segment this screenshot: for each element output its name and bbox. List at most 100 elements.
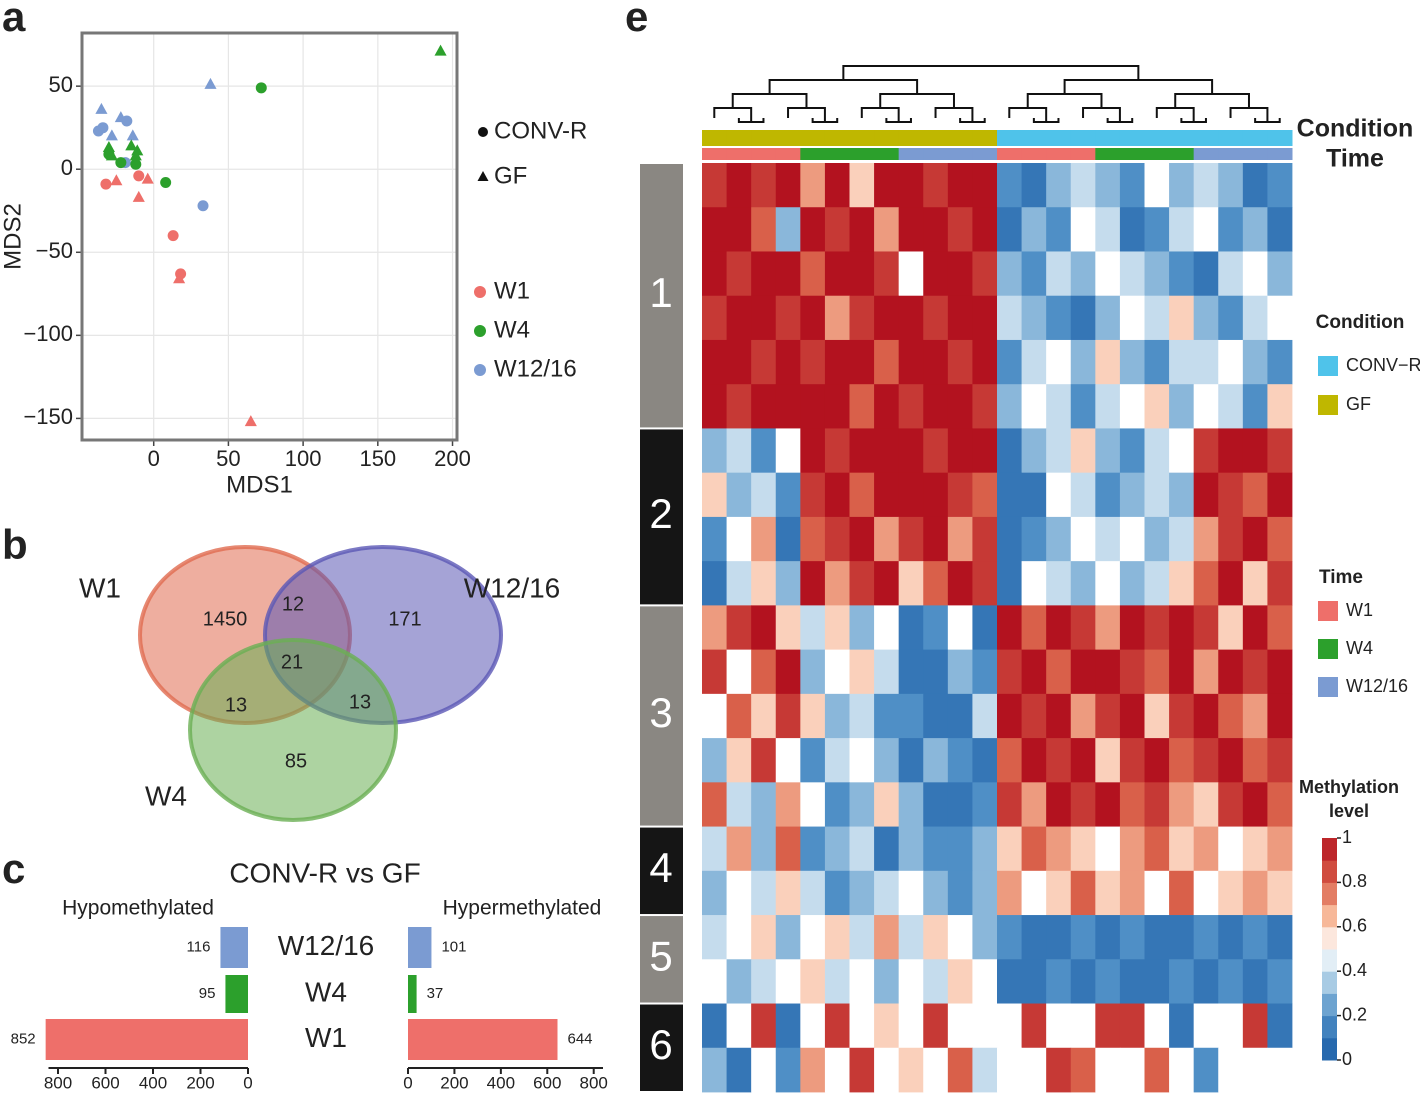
colorbar-tick-label: 1: [1342, 827, 1352, 847]
time-annotation: [1242, 148, 1268, 160]
heatmap-cell: [1193, 251, 1219, 297]
y-tick-label: 50: [49, 72, 73, 97]
x-tick-label: 200: [434, 446, 471, 471]
heatmap-cell: [726, 251, 752, 297]
time-annotation: [726, 148, 752, 160]
heatmap-cell: [1095, 870, 1121, 916]
heatmap-cell: [1169, 472, 1195, 518]
heatmap-cell: [1095, 384, 1121, 429]
heatmap-cell: [1046, 207, 1072, 252]
heatmap-cell: [923, 251, 949, 297]
heatmap-cell: [874, 870, 900, 916]
condition-annotation: [997, 130, 1023, 146]
heatmap-cell: [1218, 959, 1244, 1004]
heatmap-cell: [1144, 1047, 1170, 1093]
heatmap-cell: [898, 251, 924, 297]
time-annotation: [1218, 148, 1244, 160]
x-tick-label: 0: [243, 1073, 252, 1092]
heatmap-cell: [1267, 516, 1293, 562]
heatmap-cell: [972, 915, 998, 960]
heatmap-cell: [1070, 295, 1096, 341]
heatmap-cell: [874, 693, 900, 739]
condition-annotation: [1169, 130, 1195, 146]
heatmap-cell: [1046, 1003, 1072, 1049]
heatmap-cell: [800, 1047, 826, 1093]
heatmap-cell: [1242, 516, 1268, 562]
heatmap-cell: [726, 207, 752, 252]
heatmap-cell: [849, 915, 875, 960]
heatmap-cell: [824, 251, 850, 297]
heatmap-cell: [898, 782, 924, 827]
x-tick-label: 400: [487, 1073, 515, 1092]
heatmap-cell: [849, 870, 875, 916]
heatmap-cell: [898, 561, 924, 606]
heatmap-cell: [824, 516, 850, 562]
heatmap-cell: [751, 870, 777, 916]
heatmap-cell: [898, 915, 924, 960]
heatmap-cell: [898, 826, 924, 872]
value-label: 644: [568, 1030, 593, 1047]
heatmap-cell: [849, 1047, 875, 1093]
y-tick-label: −150: [23, 404, 73, 429]
heatmap-cell: [1242, 251, 1268, 297]
circle-point: [197, 200, 209, 212]
cluster-bar: [640, 916, 683, 1003]
triangle-point: [125, 139, 138, 151]
heatmap-cell: [898, 472, 924, 518]
heatmap-cell: [898, 605, 924, 651]
heatmap-cell: [947, 649, 973, 695]
heatmap-cell: [874, 516, 900, 562]
value-label: 116: [187, 938, 211, 955]
heatmap-cell: [947, 959, 973, 1004]
region-count: 12: [282, 593, 304, 615]
heatmap-cell: [1070, 339, 1096, 385]
heatmap-cell: [726, 782, 752, 827]
heatmap-cell: [849, 516, 875, 562]
heatmap-cell: [972, 163, 998, 208]
heatmap-cell: [775, 649, 801, 695]
heatmap-cell: [702, 339, 727, 385]
circle-point: [100, 178, 112, 190]
heatmap-cell: [751, 738, 777, 783]
heatmap-cell: [923, 428, 949, 474]
heatmap-cell: [1070, 605, 1096, 651]
heatmap-cell: [1046, 295, 1072, 341]
heatmap-cell: [726, 516, 752, 562]
heatmap-cell: [1242, 295, 1268, 341]
heatmap-cell: [997, 384, 1022, 429]
heatmap-cell: [1218, 605, 1244, 651]
heatmap-cell: [972, 472, 998, 518]
heatmap-cell: [1119, 207, 1145, 252]
heatmap-cell: [702, 251, 727, 297]
colorbar-step: [1322, 926, 1337, 950]
heatmap-cell: [775, 472, 801, 518]
heatmap-cell: [1070, 870, 1096, 916]
x-axis-label: MDS1: [226, 471, 293, 498]
heatmap-cell: [1046, 428, 1072, 474]
heatmap-cell: [874, 605, 900, 651]
heatmap-cell: [1218, 870, 1244, 916]
annotation-label: Condition: [1297, 115, 1414, 143]
heatmap-cell: [849, 959, 875, 1004]
cluster-bar: [640, 164, 683, 428]
condition-annotation: [898, 130, 924, 146]
heatmap-cell: [1144, 915, 1170, 960]
heatmap-cell: [1242, 1003, 1268, 1049]
legend-label: W12/16: [494, 355, 577, 382]
heatmap-cell: [923, 339, 949, 385]
category-label: W4: [305, 976, 347, 1007]
heatmap-cell: [997, 428, 1022, 474]
heatmap-cell: [849, 295, 875, 341]
heatmap-cell: [1267, 826, 1293, 872]
colorbar-step: [1322, 904, 1337, 928]
triangle-point: [110, 174, 123, 186]
heatmap-cell: [874, 428, 900, 474]
heatmap-cell: [1169, 605, 1195, 651]
heatmap-cell: [800, 207, 826, 252]
heatmap-cell: [1218, 561, 1244, 606]
heatmap-cell: [874, 1003, 900, 1049]
heatmap-cell: [874, 384, 900, 429]
panel-label: c: [2, 845, 25, 892]
heatmap-cell: [824, 1047, 850, 1093]
heatmap-cell: [775, 605, 801, 651]
